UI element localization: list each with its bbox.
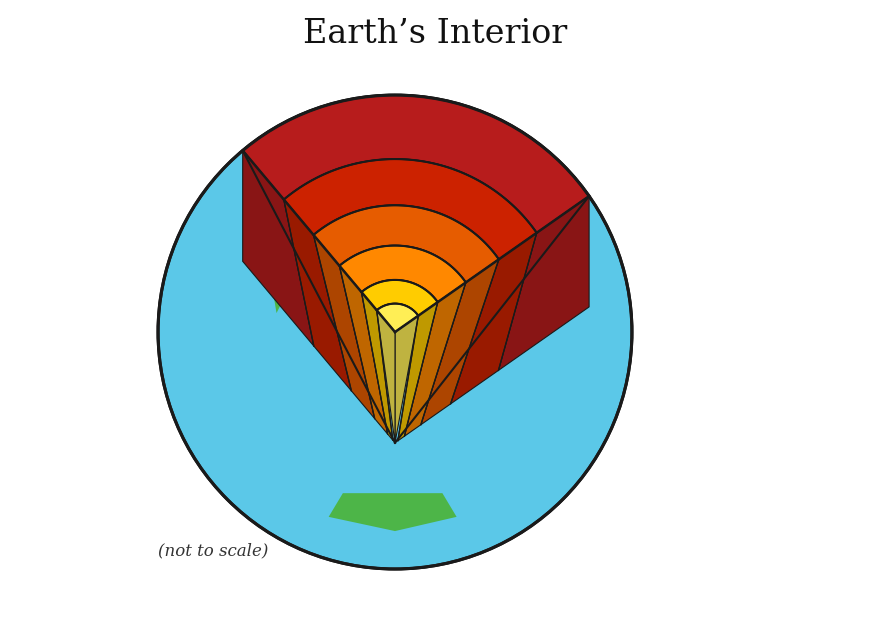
Polygon shape bbox=[339, 245, 465, 302]
Polygon shape bbox=[328, 493, 456, 531]
Polygon shape bbox=[242, 95, 588, 233]
Polygon shape bbox=[339, 266, 388, 434]
Polygon shape bbox=[404, 283, 465, 436]
Polygon shape bbox=[390, 313, 423, 374]
Polygon shape bbox=[395, 315, 418, 443]
Polygon shape bbox=[381, 166, 447, 327]
Polygon shape bbox=[450, 233, 536, 404]
Polygon shape bbox=[352, 109, 404, 152]
Polygon shape bbox=[362, 280, 437, 315]
Polygon shape bbox=[390, 124, 459, 185]
Text: (not to scale): (not to scale) bbox=[158, 543, 269, 560]
Polygon shape bbox=[242, 150, 314, 346]
Polygon shape bbox=[313, 235, 375, 419]
Polygon shape bbox=[421, 260, 498, 425]
Circle shape bbox=[158, 95, 631, 569]
Polygon shape bbox=[376, 304, 418, 332]
Polygon shape bbox=[283, 199, 351, 391]
Polygon shape bbox=[376, 310, 395, 443]
Polygon shape bbox=[295, 142, 375, 214]
Polygon shape bbox=[283, 159, 536, 260]
Polygon shape bbox=[362, 292, 392, 440]
Polygon shape bbox=[242, 95, 588, 332]
Polygon shape bbox=[397, 302, 437, 441]
Polygon shape bbox=[313, 206, 498, 283]
Polygon shape bbox=[269, 199, 316, 313]
Polygon shape bbox=[498, 196, 588, 370]
Text: Earth’s Interior: Earth’s Interior bbox=[302, 18, 567, 50]
